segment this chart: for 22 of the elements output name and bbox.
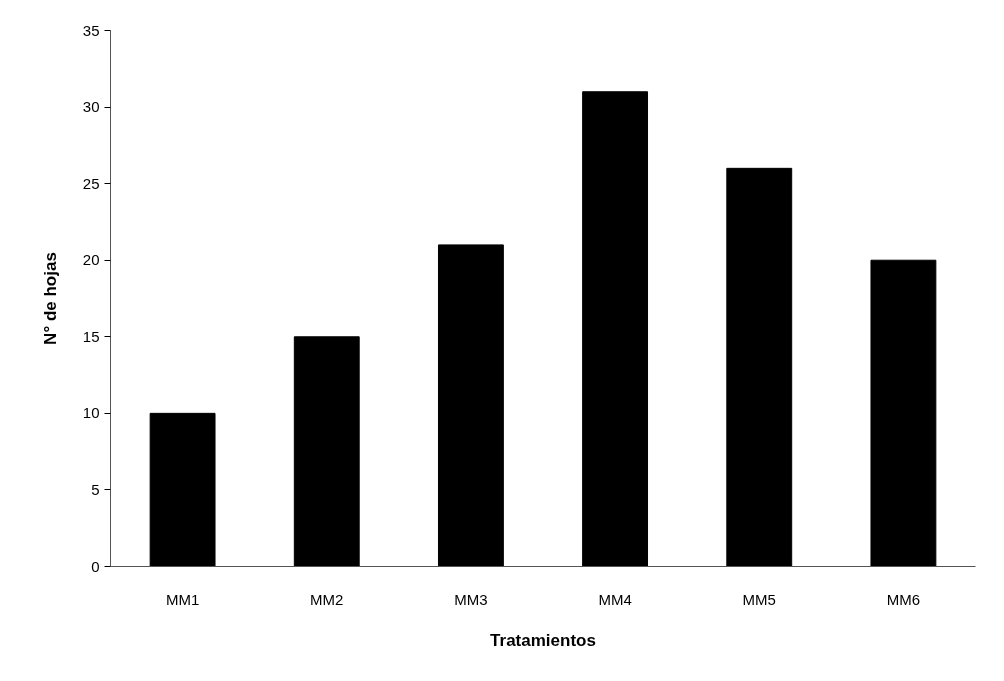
y-tick-label: 35 <box>82 21 100 39</box>
x-tick-label: MM6 <box>886 590 921 608</box>
bar <box>149 412 216 567</box>
y-tick-label: 15 <box>82 327 100 345</box>
bar <box>293 336 360 567</box>
x-axis-title: Tratamientos <box>490 630 596 650</box>
bar <box>582 91 649 567</box>
y-tick-label: 20 <box>82 251 100 269</box>
y-axis-title: N° de hojas <box>40 252 60 345</box>
y-tick-label: 30 <box>82 98 100 116</box>
x-tick-label: MM4 <box>598 590 632 608</box>
y-tick-label: 5 <box>91 480 100 498</box>
x-tick-label: MM1 <box>165 590 200 608</box>
y-tick-label: 25 <box>82 174 100 192</box>
x-tick-label: MM3 <box>454 590 488 608</box>
bar <box>870 259 937 567</box>
x-tick-label: MM2 <box>310 590 344 608</box>
x-tick-label: MM5 <box>742 590 776 608</box>
y-tick-label: 10 <box>82 404 100 422</box>
bar <box>726 167 793 567</box>
bar <box>437 244 504 567</box>
y-tick-label: 0 <box>91 557 100 575</box>
